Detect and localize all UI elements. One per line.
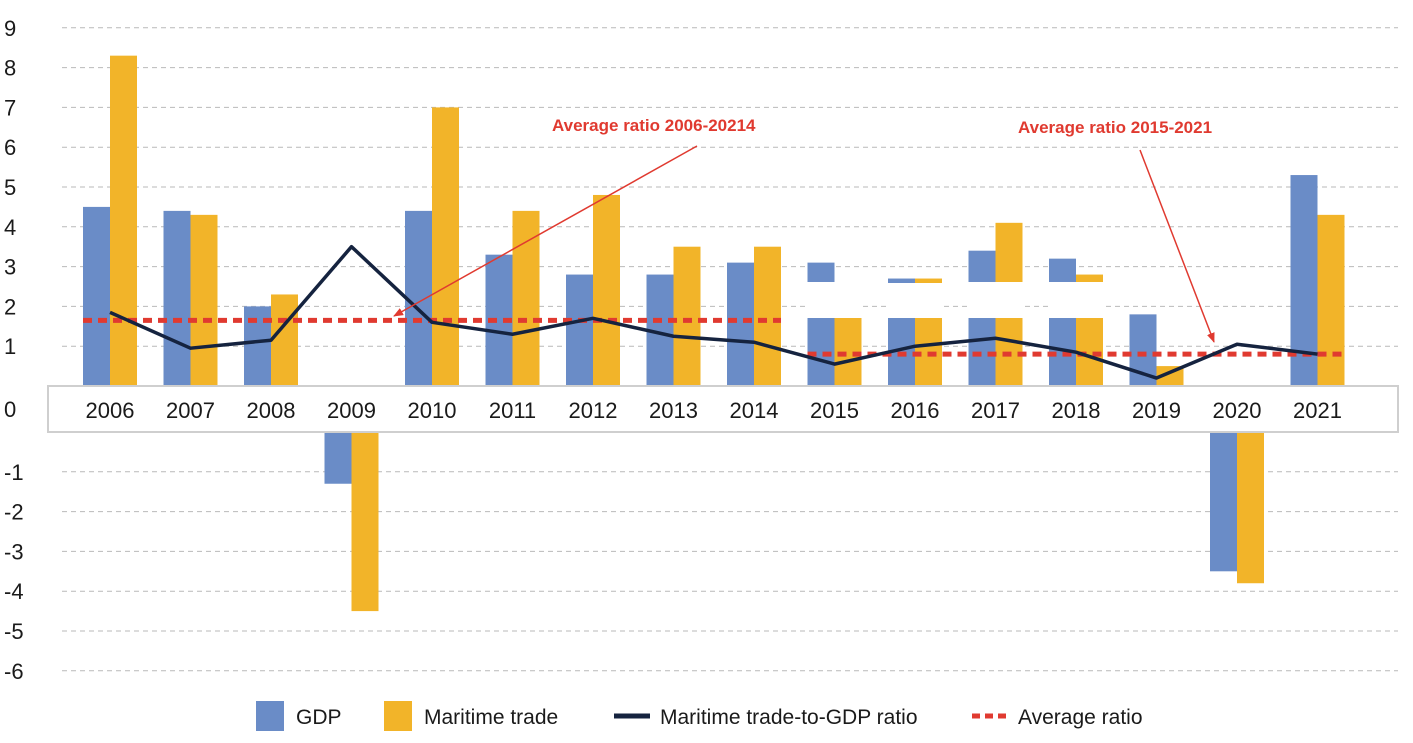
bar-maritime-trade-2007: [190, 214, 218, 386]
bar-gap: [967, 282, 1024, 318]
x-tick-label: 2010: [408, 398, 457, 423]
x-axis-band: 2006 2007 2008 2009 2010 2011 2012 2013 2014 2015…: [47, 385, 1399, 433]
bar-gdp-2017: [968, 250, 996, 386]
annotation-arrow: [1139, 149, 1215, 343]
bar-gdp-2015: [807, 262, 835, 386]
x-tick-label: 2020: [1213, 398, 1262, 423]
legend-swatch: [384, 701, 412, 731]
x-tick-label: 2007: [166, 398, 215, 423]
bar-gdp-2012: [566, 274, 593, 386]
bar-gdp-2020: [1210, 432, 1237, 572]
x-tick-label: 2008: [247, 398, 296, 423]
bar-gap: [1048, 282, 1104, 318]
bar-maritime-trade-2010: [432, 107, 459, 387]
bar-maritime-trade-2015: [834, 314, 862, 386]
x-tick-label: 2011: [489, 398, 536, 423]
x-tick-label: 2017: [971, 398, 1020, 423]
bar-gdp-2018: [1049, 258, 1076, 386]
x-tick-label: 2012: [569, 398, 618, 423]
legend-label: Maritime trade-to-GDP ratio: [660, 706, 918, 729]
y-tick-label: 4: [4, 215, 16, 240]
y-tick-label: 1: [4, 334, 16, 359]
x-axis-band-box: [47, 385, 1399, 433]
bar-maritime-trade-2008: [271, 294, 298, 386]
y-tick-label: 9: [4, 16, 16, 41]
y-axis: 9 8 7 6 5 4 3 2 1 0 -1 -2 -3 -4 -5 -6: [4, 16, 24, 684]
lines: [83, 244, 1345, 380]
bar-maritime-trade-2009: [351, 432, 379, 612]
x-tick-label: 2015: [810, 398, 859, 423]
x-tick-label: 2021: [1293, 398, 1342, 423]
y-tick-label: -6: [4, 659, 24, 684]
x-tick-label: 2006: [86, 398, 135, 423]
y-tick-label: -4: [4, 579, 24, 604]
y-tick-label: -3: [4, 539, 24, 564]
bar-maritime-trade-2021: [1317, 214, 1345, 386]
annotations: Average ratio 2006-20214 Average ratio 20…: [393, 116, 1215, 343]
bar-gdp-2006: [83, 206, 110, 386]
x-tick-label: 2013: [649, 398, 698, 423]
legend-label: GDP: [296, 706, 342, 729]
x-tick-label: 2016: [891, 398, 940, 423]
bar-maritime-trade-2020: [1237, 432, 1264, 584]
annotation-average-2015: Average ratio 2015-2021: [1018, 118, 1212, 137]
legend-swatch: [256, 701, 284, 731]
bars: [83, 55, 1345, 612]
bar-gap: [887, 283, 943, 318]
bar-gdp-2009: [324, 432, 352, 484]
y-tick-label: 5: [4, 175, 16, 200]
y-tick-label: 2: [4, 294, 16, 319]
bar-maritime-trade-2012: [593, 194, 620, 386]
y-tick-label: -2: [4, 500, 24, 525]
x-tick-label: 2018: [1052, 398, 1101, 423]
legend-label: Maritime trade: [424, 706, 558, 729]
bar-maritime-trade-2014: [754, 246, 781, 386]
legend-label: Average ratio: [1018, 706, 1143, 729]
bar-gap: [806, 282, 863, 318]
y-tick-label: 6: [4, 135, 16, 160]
bar-gdp-2010: [405, 210, 432, 386]
x-tick-label: 2009: [327, 398, 376, 423]
bar-maritime-trade-2006: [110, 55, 137, 386]
bar-maritime-trade-2011: [512, 210, 540, 386]
y-tick-label: 0: [4, 397, 16, 422]
bar-gdp-2007: [163, 210, 191, 386]
y-tick-label: -1: [4, 460, 24, 485]
y-tick-label: 8: [4, 56, 16, 81]
bar-gdp-2014: [727, 262, 754, 386]
ratio-line: [109, 244, 1318, 380]
y-tick-label: -5: [4, 619, 24, 644]
bar-maritime-trade-2013: [673, 246, 701, 386]
legend[interactable]: GDP Maritime trade Maritime trade-to-GDP r…: [256, 701, 1143, 731]
x-tick-label: 2019: [1132, 398, 1181, 423]
x-tick-label: 2014: [730, 398, 779, 423]
y-tick-label: 3: [4, 255, 16, 280]
annotation-average-2006: Average ratio 2006-20214: [552, 116, 756, 135]
annotation-arrow: [393, 145, 698, 317]
y-tick-label: 7: [4, 95, 16, 120]
